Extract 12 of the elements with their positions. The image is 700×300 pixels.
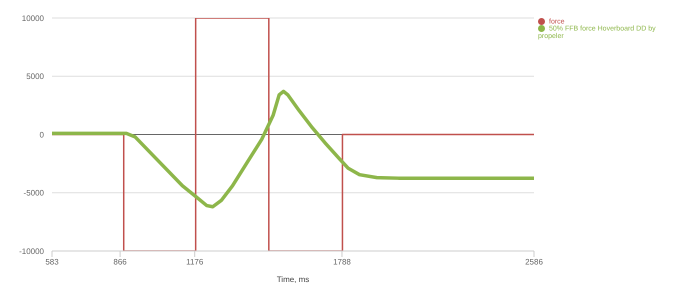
- x-tick-label: 583: [45, 258, 60, 267]
- x-tick-label: 1788: [333, 258, 352, 267]
- x-tick-label: 866: [113, 258, 128, 267]
- x-axis-title: Time, ms: [276, 275, 310, 284]
- x-tick-label: 2586: [525, 258, 544, 267]
- line-series: [52, 90, 534, 208]
- y-tick-label: -10000: [19, 246, 45, 256]
- y-tick-label: 10000: [22, 14, 45, 23]
- y-tick-label: -5000: [24, 188, 45, 198]
- y-tick-label: 5000: [26, 72, 45, 82]
- y-tick-label: 0: [40, 130, 45, 140]
- x-tick-label: 1176: [186, 258, 204, 267]
